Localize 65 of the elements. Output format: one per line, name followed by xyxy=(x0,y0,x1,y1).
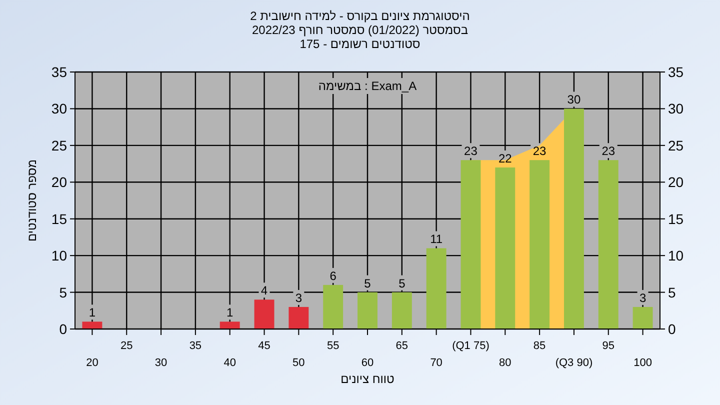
y2-tick-label: 25 xyxy=(668,137,684,154)
x-tick-label: 25 xyxy=(120,340,133,352)
bar xyxy=(598,160,618,329)
x-tick-label: 30 xyxy=(154,357,168,369)
y-tick-label: 15 xyxy=(51,210,68,227)
x-tick-label: 85 xyxy=(533,340,546,352)
bar xyxy=(220,322,240,329)
bar xyxy=(460,160,481,329)
x-tick-label: 100 xyxy=(634,357,652,369)
y-tick-label: 20 xyxy=(51,174,68,190)
y-axis-title: מספר סטודנטים xyxy=(25,159,39,242)
data-label: 6 xyxy=(330,268,337,283)
bar xyxy=(495,167,516,329)
x-tick-label: (Q1 75) xyxy=(452,340,490,352)
x-tick-label: 55 xyxy=(326,340,340,352)
data-label: 23 xyxy=(532,144,547,158)
data-label: 5 xyxy=(364,276,372,290)
y-tick-label: 0 xyxy=(59,321,68,337)
x-tick-label: 50 xyxy=(292,357,305,369)
data-label: 5 xyxy=(398,276,406,290)
y-tick-label: 25 xyxy=(51,137,68,154)
bar xyxy=(358,292,378,329)
bar xyxy=(288,306,309,329)
data-label: 1 xyxy=(88,306,96,320)
bar xyxy=(392,292,412,329)
bar xyxy=(254,300,274,329)
x-tick-label: 95 xyxy=(602,340,615,352)
y2-tick-label: 0 xyxy=(668,321,676,337)
data-label: 30 xyxy=(567,92,581,107)
bar xyxy=(632,306,653,329)
chart-subtitle: בסמסטר (01/2022) סמסטר חורף 2022/23 סטודנטים רשומים - 175 xyxy=(252,23,468,51)
y-tick-label: 5 xyxy=(59,284,68,300)
y2-tick-label: 20 xyxy=(668,174,684,190)
data-label: 23 xyxy=(602,144,616,158)
y2-tick-label: 10 xyxy=(668,248,684,264)
annotation: במשימה : Exam_A xyxy=(318,79,417,93)
x-tick-label: 20 xyxy=(86,357,98,369)
x-tick-label: 45 xyxy=(258,340,270,352)
data-label: 23 xyxy=(464,144,478,158)
x-tick-label: 35 xyxy=(189,340,202,352)
data-label: 3 xyxy=(639,290,646,305)
x-tick-label: 40 xyxy=(224,357,236,369)
bar xyxy=(323,284,344,329)
x-tick-label: 80 xyxy=(499,357,512,369)
data-label: 11 xyxy=(430,232,443,246)
bar xyxy=(564,108,584,329)
y2-tick-label: 35 xyxy=(668,64,684,80)
y-tick-label: 35 xyxy=(51,64,68,80)
x-tick-label: 60 xyxy=(361,357,374,369)
chart-title: היסטוגרמת ציונים בקורס - למידה חישובית 2 xyxy=(250,9,470,23)
x-axis-title: טווח ציונים xyxy=(340,372,395,386)
data-label: 1 xyxy=(226,306,234,320)
x-tick-label: (Q3 90) xyxy=(555,357,593,369)
y-tick-label: 10 xyxy=(51,248,68,264)
bar xyxy=(82,322,102,329)
y2-tick-label: 5 xyxy=(668,284,676,300)
x-tick-label: 65 xyxy=(396,340,408,352)
data-label: 3 xyxy=(295,290,302,305)
data-label: 4 xyxy=(260,284,268,298)
y2-tick-label: 30 xyxy=(668,100,684,117)
bar xyxy=(426,248,446,329)
y-tick-label: 30 xyxy=(51,100,68,117)
x-tick-label: 70 xyxy=(430,357,442,369)
y2-tick-label: 15 xyxy=(668,210,684,227)
bar xyxy=(530,160,550,329)
